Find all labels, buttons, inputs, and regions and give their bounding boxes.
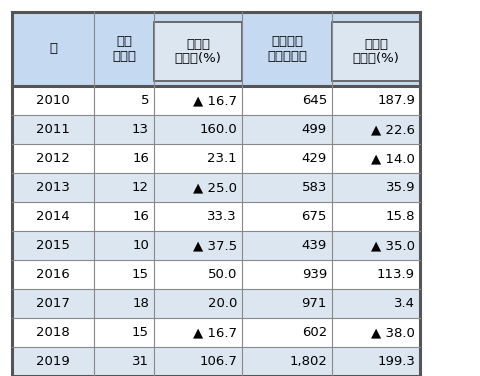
Text: 2010: 2010	[36, 94, 70, 107]
Text: 15: 15	[132, 326, 149, 339]
Text: 499: 499	[302, 123, 327, 136]
Text: 負債総額
（百万円）: 負債総額 （百万円）	[267, 35, 307, 63]
Text: 前年比
増減率(%): 前年比 増減率(%)	[353, 38, 399, 65]
Text: 429: 429	[302, 152, 327, 165]
Bar	[12, 12, 420, 86]
Text: ▲ 35.0: ▲ 35.0	[371, 239, 415, 252]
Text: 2017: 2017	[36, 297, 70, 310]
Text: 583: 583	[301, 181, 327, 194]
Text: 12: 12	[132, 181, 149, 194]
Text: 35.9: 35.9	[385, 181, 415, 194]
Text: 2013: 2013	[36, 181, 70, 194]
Text: 5: 5	[141, 94, 149, 107]
Bar	[12, 115, 420, 144]
Text: 113.9: 113.9	[377, 268, 415, 281]
Text: 199.3: 199.3	[377, 355, 415, 368]
Text: 3.4: 3.4	[394, 297, 415, 310]
Text: 2015: 2015	[36, 239, 70, 252]
Text: 2014: 2014	[36, 210, 70, 223]
Bar	[154, 22, 242, 81]
Text: 2016: 2016	[36, 268, 70, 281]
Text: ▲ 22.6: ▲ 22.6	[371, 123, 415, 136]
Text: 187.9: 187.9	[377, 94, 415, 107]
Bar	[12, 86, 420, 115]
Text: ▲ 38.0: ▲ 38.0	[371, 326, 415, 339]
Text: 106.7: 106.7	[199, 355, 237, 368]
Text: 18: 18	[132, 297, 149, 310]
Text: 939: 939	[302, 268, 327, 281]
Bar	[12, 318, 420, 347]
Text: 前年比
増減率(%): 前年比 増減率(%)	[175, 38, 221, 65]
Bar	[12, 173, 420, 202]
Text: 2019: 2019	[36, 355, 70, 368]
Bar	[332, 22, 420, 81]
Bar	[12, 347, 420, 376]
Text: 160.0: 160.0	[199, 123, 237, 136]
Text: 2018: 2018	[36, 326, 70, 339]
Text: 15: 15	[132, 268, 149, 281]
Text: 件数
（件）: 件数 （件）	[112, 35, 136, 63]
Text: ▲ 25.0: ▲ 25.0	[193, 181, 237, 194]
Text: 33.3: 33.3	[207, 210, 237, 223]
Bar	[12, 260, 420, 289]
Text: 20.0: 20.0	[208, 297, 237, 310]
Text: 16: 16	[132, 152, 149, 165]
Text: 675: 675	[301, 210, 327, 223]
Text: 971: 971	[301, 297, 327, 310]
Text: 13: 13	[132, 123, 149, 136]
Text: ▲ 16.7: ▲ 16.7	[193, 326, 237, 339]
Text: ▲ 14.0: ▲ 14.0	[371, 152, 415, 165]
Text: 2011: 2011	[36, 123, 70, 136]
Text: 10: 10	[132, 239, 149, 252]
Text: ▲ 16.7: ▲ 16.7	[193, 94, 237, 107]
Bar	[12, 12, 420, 376]
Text: 439: 439	[302, 239, 327, 252]
Text: 16: 16	[132, 210, 149, 223]
Bar	[12, 144, 420, 173]
Bar	[12, 231, 420, 260]
Text: 31: 31	[132, 355, 149, 368]
Bar	[12, 289, 420, 318]
Text: 23.1: 23.1	[207, 152, 237, 165]
Bar	[12, 202, 420, 231]
Text: 1,802: 1,802	[289, 355, 327, 368]
Text: 年: 年	[49, 42, 57, 56]
Text: 602: 602	[302, 326, 327, 339]
Text: 15.8: 15.8	[385, 210, 415, 223]
Text: ▲ 37.5: ▲ 37.5	[193, 239, 237, 252]
Text: 50.0: 50.0	[208, 268, 237, 281]
Text: 2012: 2012	[36, 152, 70, 165]
Text: 645: 645	[302, 94, 327, 107]
